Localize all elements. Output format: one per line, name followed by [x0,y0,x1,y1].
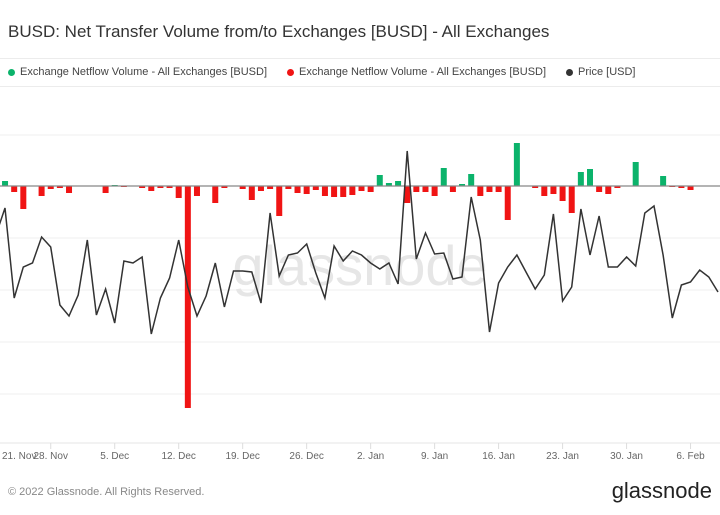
netflow-bar[interactable] [193,186,200,196]
x-tick-label: 16. Jan [482,451,515,462]
netflow-bar[interactable] [504,186,511,220]
netflow-bar[interactable] [239,186,246,189]
x-tick-label: 12. Dec [161,451,195,462]
x-tick-label: 9. Jan [421,451,448,462]
legend: Exchange Netflow Volume - All Exchanges … [8,66,636,78]
netflow-bar[interactable] [376,175,383,186]
netflow-bar[interactable] [486,186,493,192]
divider [0,86,720,87]
netflow-bar[interactable] [2,181,9,186]
copyright: © 2022 Glassnode. All Rights Reserved. [8,486,205,498]
netflow-bar[interactable] [285,186,292,189]
netflow-bar[interactable] [559,186,566,201]
x-tick-label: 28. Nov [34,451,68,462]
netflow-bar[interactable] [477,186,484,196]
netflow-bar[interactable] [349,186,356,195]
netflow-bar[interactable] [413,186,420,192]
netflow-bar[interactable] [221,186,228,188]
netflow-bar[interactable] [312,186,319,190]
netflow-bar[interactable] [139,186,146,188]
netflow-bar[interactable] [678,186,685,188]
netflow-bar[interactable] [440,168,447,186]
netflow-bar[interactable] [20,186,27,209]
legend-dot-icon [566,68,574,76]
netflow-bar[interactable] [422,186,429,192]
netflow-bar[interactable] [431,186,438,196]
legend-label: Price [USD] [578,66,636,78]
legend-item-inflow[interactable]: Exchange Netflow Volume - All Exchanges … [8,66,267,78]
netflow-bar[interactable] [102,186,109,193]
chart-title: BUSD: Net Transfer Volume from/to Exchan… [8,22,550,41]
netflow-bar[interactable] [367,186,374,192]
netflow-bar[interactable] [294,186,301,193]
legend-label: Exchange Netflow Volume - All Exchanges … [20,66,268,78]
netflow-bar[interactable] [166,186,173,188]
netflow-bar[interactable] [175,186,182,198]
netflow-bar[interactable] [148,186,155,191]
legend-dot-icon [8,68,15,76]
netflow-bar[interactable] [385,183,392,186]
netflow-bar[interactable] [449,186,456,192]
netflow-bar[interactable] [56,186,63,188]
netflow-bar[interactable] [157,186,164,188]
legend-item-outflow[interactable]: Exchange Netflow Volume - All Exchanges … [287,66,546,78]
netflow-bar[interactable] [687,186,694,190]
netflow-bar[interactable] [212,186,219,203]
x-tick-label: 23. Jan [546,451,579,462]
divider [0,58,720,59]
x-tick-label: 19. Dec [225,451,259,462]
x-tick-label: 30. Jan [610,451,643,462]
netflow-bar[interactable] [184,186,191,408]
x-tick-label: 21. Nov [2,451,36,462]
netflow-bar[interactable] [495,186,502,192]
x-tick-label: 26. Dec [289,451,323,462]
netflow-bar[interactable] [596,186,603,192]
netflow-bar[interactable] [660,176,667,186]
glassnode-logo: glassnode [611,478,712,503]
legend-label: Exchange Netflow Volume - All Exchanges … [299,66,547,78]
netflow-bar[interactable] [541,186,548,196]
netflow-bar[interactable] [66,186,73,193]
netflow-bar[interactable] [404,186,411,203]
legend-item-price[interactable]: Price [USD] [566,66,636,78]
netflow-bar[interactable] [532,186,539,188]
netflow-bar[interactable] [577,172,584,186]
netflow-bar[interactable] [11,186,18,192]
netflow-bar[interactable] [587,169,593,186]
netflow-bar[interactable] [468,174,475,186]
netflow-bar[interactable] [632,162,639,186]
price-line [0,150,719,335]
netflow-bar[interactable] [331,186,338,197]
watermark: glassnode [232,234,487,297]
netflow-bar[interactable] [303,186,310,194]
netflow-bar[interactable] [267,186,274,189]
x-tick-label: 5. Dec [100,451,129,462]
x-tick-label: 6. Feb [676,451,705,462]
netflow-bar[interactable] [340,186,347,197]
x-tick-label: 2. Jan [357,451,384,462]
netflow-bar[interactable] [358,186,365,191]
netflow-bar[interactable] [257,186,264,191]
netflow-bar[interactable] [513,143,520,186]
netflow-bar[interactable] [568,186,575,213]
netflow-bar[interactable] [276,186,283,216]
netflow-bar[interactable] [395,181,402,186]
netflow-bar[interactable] [38,186,45,196]
netflow-bar[interactable] [248,186,255,200]
netflow-bar[interactable] [47,186,54,189]
netflow-bar[interactable] [321,186,328,196]
netflow-bar[interactable] [605,186,612,194]
netflow-bar[interactable] [459,184,466,186]
netflow-bar[interactable] [550,186,557,194]
netflow-bar[interactable] [614,186,621,188]
legend-dot-icon [287,68,295,76]
